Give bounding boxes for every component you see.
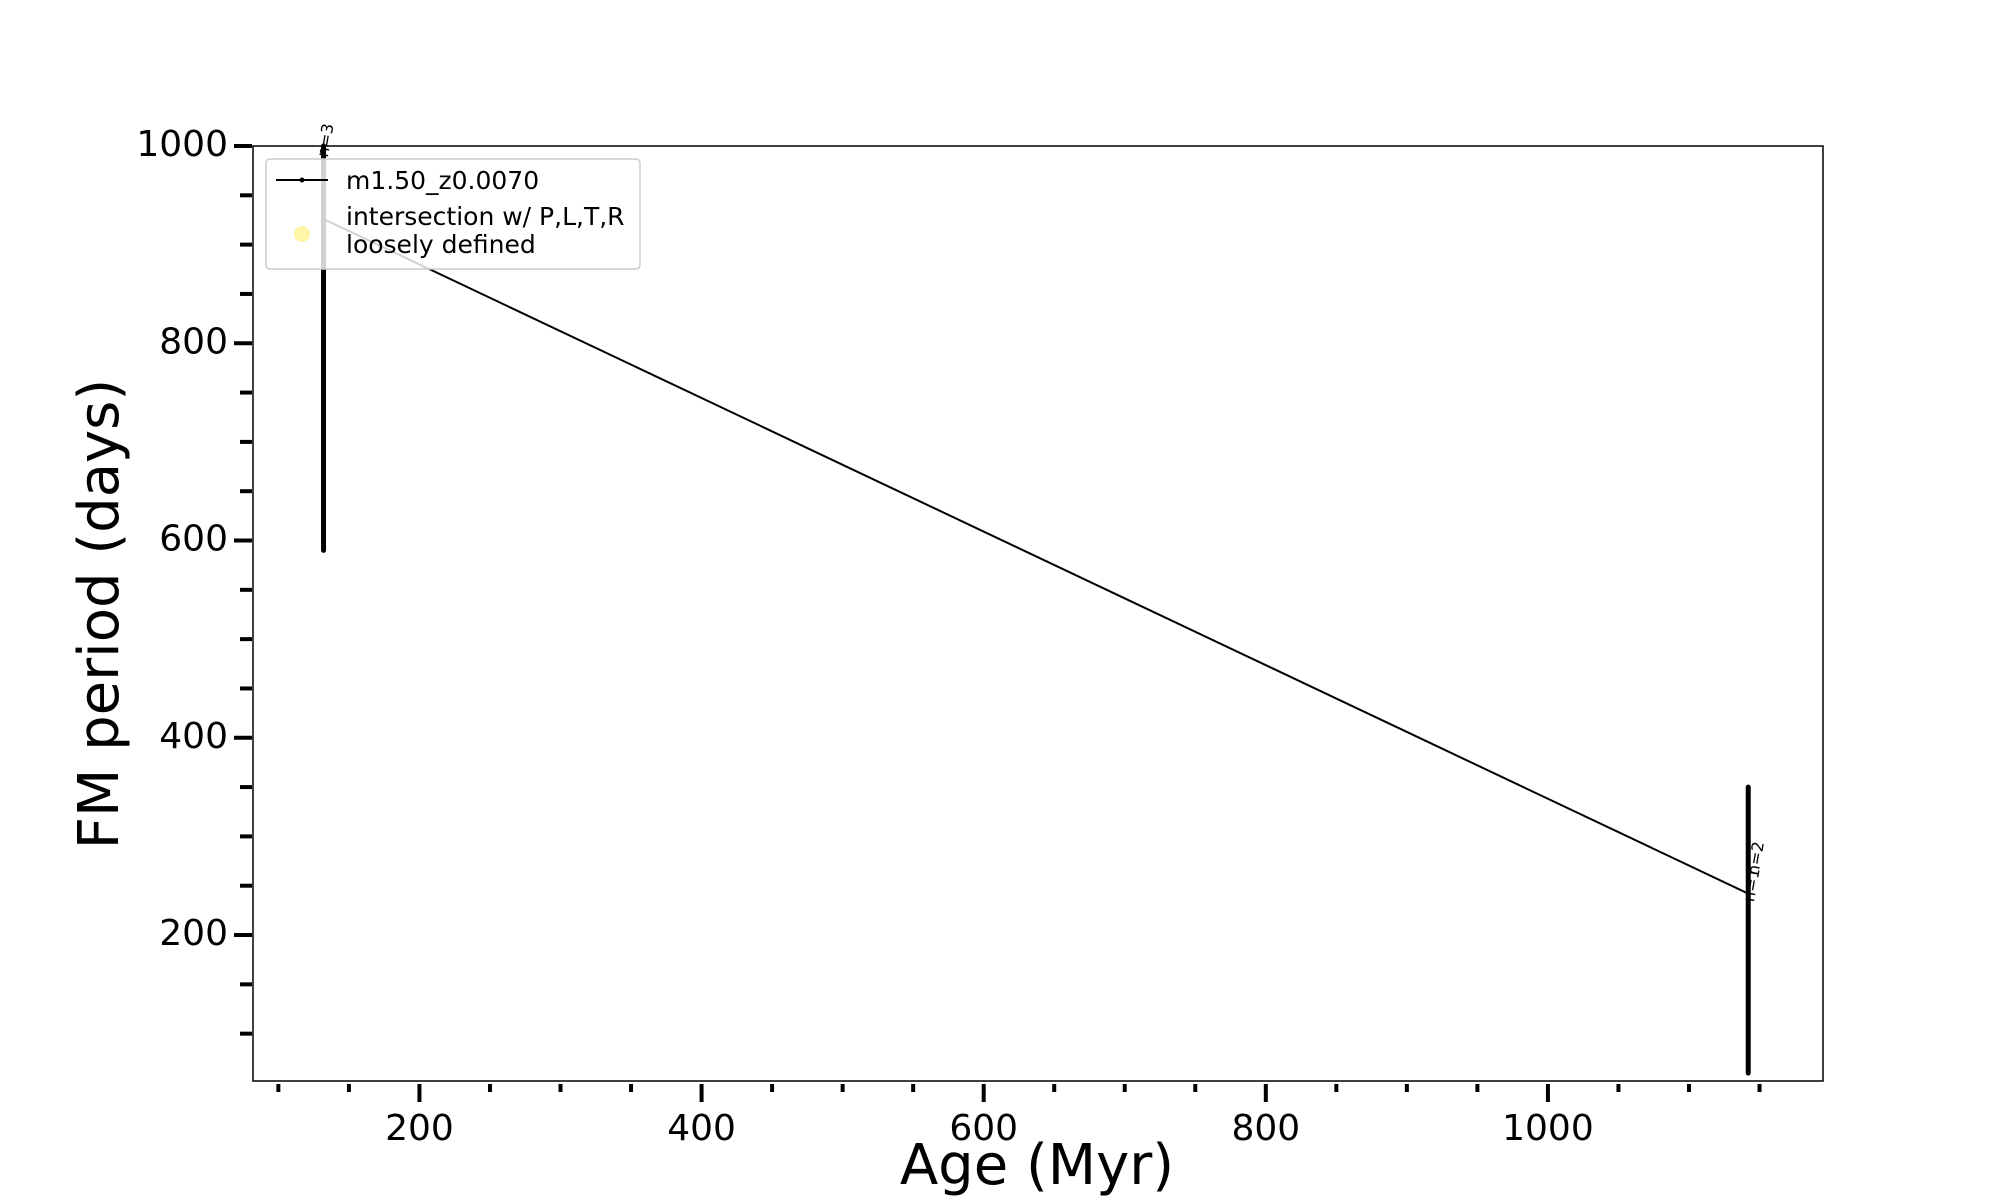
legend-label-series-2: intersection w/ P,L,T,R loosely defined	[346, 202, 625, 259]
x-tick-label: 600	[949, 1108, 1018, 1149]
y-tick-label: 800	[159, 321, 228, 362]
x-tick-label: 800	[1231, 1108, 1300, 1149]
x-axis-title: Age (Myr)	[900, 1133, 1174, 1198]
legend-line-marker	[299, 177, 305, 183]
y-tick-label: 400	[159, 716, 228, 757]
y-tick-labels: 200 400 600 800 1000	[136, 124, 228, 954]
x-tick-label: 200	[385, 1108, 454, 1149]
legend: m1.50_z0.0070 intersection w/ P,L,T,R loo…	[265, 158, 641, 270]
x-tick-labels: 200 400 600 800 1000	[385, 1108, 1594, 1149]
x-tick-label: 400	[667, 1108, 736, 1149]
y-tick-label: 600	[159, 519, 228, 560]
y-tick-label: 200	[159, 913, 228, 954]
y-tick-label: 1000	[136, 124, 228, 165]
x-tick-label: 1000	[1502, 1108, 1594, 1149]
legend-label-series-1: m1.50_z0.0070	[346, 166, 539, 195]
plot-area	[252, 145, 1824, 1082]
series-point-2	[1745, 891, 1751, 897]
y-axis-title: FM period (days)	[67, 379, 132, 849]
legend-marker-swatch	[294, 226, 310, 242]
series-line-m1-50	[323, 218, 1749, 895]
legend-label-line: intersection w/ P,L,T,R	[346, 202, 625, 231]
axis-ticks	[234, 144, 1762, 1102]
legend-label-line: loosely defined	[346, 230, 536, 259]
legend-box	[265, 158, 641, 270]
